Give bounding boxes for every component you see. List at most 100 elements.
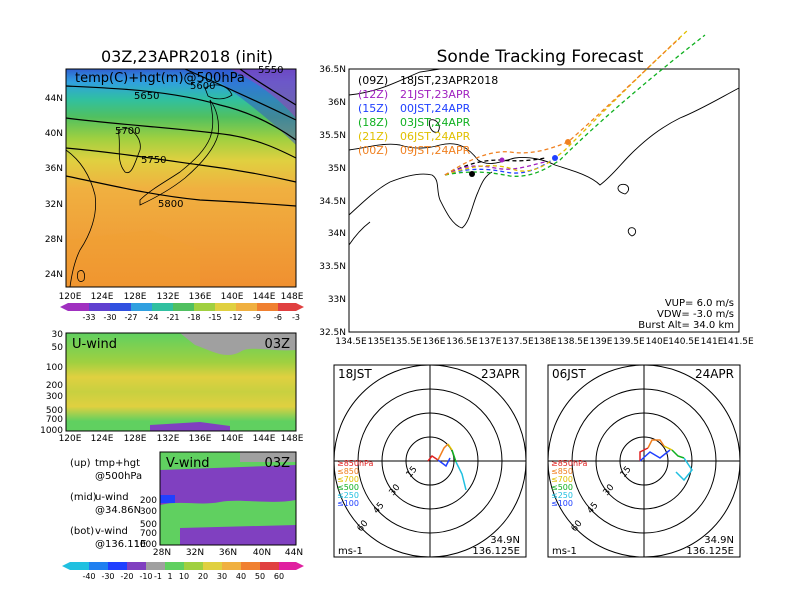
uwind-x-tick: 144E [253, 434, 276, 444]
track-18z [444, 34, 706, 177]
hokkaido-coast [204, 84, 233, 100]
tracking-y-tick: 32.5N [319, 328, 346, 338]
taiwan-coast [77, 270, 85, 282]
tracking-map [348, 68, 740, 333]
hodo-segment-100 [437, 457, 451, 468]
hodo-legend-item: ≤100 [337, 499, 359, 508]
hodo-segment-850 [437, 443, 449, 461]
uwind-x-tick: 140E [221, 434, 244, 444]
contour-line [65, 175, 297, 207]
hodo-segment-250 [675, 457, 693, 482]
hodo-legend-item: ≤850 [551, 467, 573, 476]
tracking-x-tick: 136E [423, 337, 446, 347]
tracking-x-tick: 135.5E [390, 337, 422, 347]
launch-label: 21JST,23APR [400, 88, 471, 101]
temperature-map: 5550 5600 5650 5700 5750 5800 temp(C)+hg… [65, 65, 297, 288]
hodo-segment-500 [671, 449, 685, 459]
burst-point-00z [565, 139, 571, 145]
colorbar-tick: -6 [274, 313, 282, 322]
honshu-coast [348, 68, 740, 186]
uwind-x-tick: 132E [157, 434, 180, 444]
hodo-legend-item: ≥850hPa [551, 459, 588, 468]
map-x-tick: 136E [189, 292, 212, 302]
coastlines [65, 84, 233, 288]
map-y-tick: 28N [45, 235, 63, 245]
tracking-x-tick: 136.5E [446, 337, 478, 347]
uwind-y-tick: 700 [46, 415, 63, 425]
uwind-y-tick: 50 [52, 343, 64, 353]
cool-band [200, 69, 296, 145]
wind-colorbar: -40 -30 -20 -10 -1 1 10 20 30 40 50 60 [62, 562, 304, 581]
vwind-time: 03Z [265, 456, 291, 471]
track-00z [444, 37, 681, 176]
launch-key: (15Z) [358, 102, 388, 115]
warm-patch [66, 230, 200, 287]
tracking-x-tick: 140.5E [668, 337, 700, 347]
colorbar-cell [146, 562, 165, 570]
uwind-y-tick: 300 [46, 392, 63, 402]
hodo-time: 06JST [552, 367, 586, 381]
uwind-y-tick: 500 [46, 406, 63, 416]
vwind-y-tick: 1000 [134, 540, 157, 550]
launch-label: 03JST,24APR [400, 116, 471, 129]
hodograph-2: 15 30 45 60 06JST 24APR 34.9N 136.125E m… [547, 364, 741, 558]
colorbar-cell [108, 562, 127, 570]
tracking-x-tick: 138.5E [557, 337, 589, 347]
colorbar-tick: -20 [120, 572, 133, 581]
launch-point [469, 171, 475, 177]
note-line: @136.11E [95, 539, 146, 550]
param-vup: VUP= 6.0 m/s [665, 298, 734, 309]
uwind-gray-patch [180, 333, 296, 355]
hodo-segment-700 [663, 445, 673, 451]
contour-label: 5800 [158, 199, 183, 210]
tracks [444, 29, 706, 177]
colorbar-tick: -30 [101, 572, 114, 581]
island-outline [617, 183, 630, 195]
hodo-legend-item: ≤250 [337, 491, 359, 500]
colorbar-tick: -33 [82, 313, 95, 322]
launch-key: (09Z) [358, 74, 388, 87]
colorbar-cell [131, 303, 152, 311]
tracking-x-tick: 139.5E [613, 337, 645, 347]
flight-params: VUP= 6.0 m/s VDW= -3.0 m/s Burst Alt= 34… [638, 298, 734, 331]
map-x-tick: 148E [281, 292, 304, 302]
tracking-y-tick: 34.5N [319, 197, 346, 207]
tracking-x-tick: 141.5E [722, 337, 754, 347]
note-line: tmp+hgt [95, 458, 140, 469]
vwind-purple-region [160, 465, 296, 505]
map-y-tick: 40N [45, 129, 63, 139]
colorbar-left-tip [60, 303, 68, 311]
colorbar-cell [257, 303, 278, 311]
hodo-unit: ms-1 [552, 546, 577, 557]
map-x-tick: 128E [124, 292, 147, 302]
colorbar-cell [215, 303, 236, 311]
uwind-frame [65, 332, 297, 432]
tracking-y-tick: 36N [328, 98, 346, 108]
note-line: @34.86N [95, 505, 141, 516]
launch-key: (21Z) [358, 130, 388, 143]
vwind-frame [159, 451, 297, 546]
hodo-lat: 34.9N [704, 535, 734, 546]
colorbar-cell [127, 562, 146, 570]
launch-label: 18JST,23APR2018 [400, 74, 498, 87]
note-line: v-wind [95, 526, 128, 537]
colorbar-tick: 40 [236, 572, 246, 581]
hodo-date: 24APR [695, 367, 734, 381]
colorbar-cell [70, 562, 89, 570]
tracking-x-tick: 135E [368, 337, 391, 347]
colorbar-cell [241, 562, 260, 570]
hodo-segment-250 [455, 461, 467, 491]
legend-notes: (up) tmp+hgt @500hPa (mid) u-wind @34.86… [70, 458, 146, 550]
vwind-x-axis: 28N 32N 36N 40N 44N [153, 548, 303, 558]
vwind-label: V-wind [166, 456, 210, 471]
map-x-axis: 120E 124E 128E 132E 136E 140E 144E 148E [59, 292, 304, 302]
note-key: (up) [70, 458, 91, 469]
tracking-x-tick: 134.5E [335, 337, 367, 347]
kii-peninsula-coast [348, 171, 493, 229]
colorbar-cell [165, 562, 184, 570]
vwind-x-tick: 44N [285, 548, 303, 558]
colorbar-right-tip [296, 562, 304, 570]
map-x-tick: 120E [59, 292, 82, 302]
uwind-purple-strip [150, 422, 230, 431]
uwind-label: U-wind [72, 337, 117, 352]
